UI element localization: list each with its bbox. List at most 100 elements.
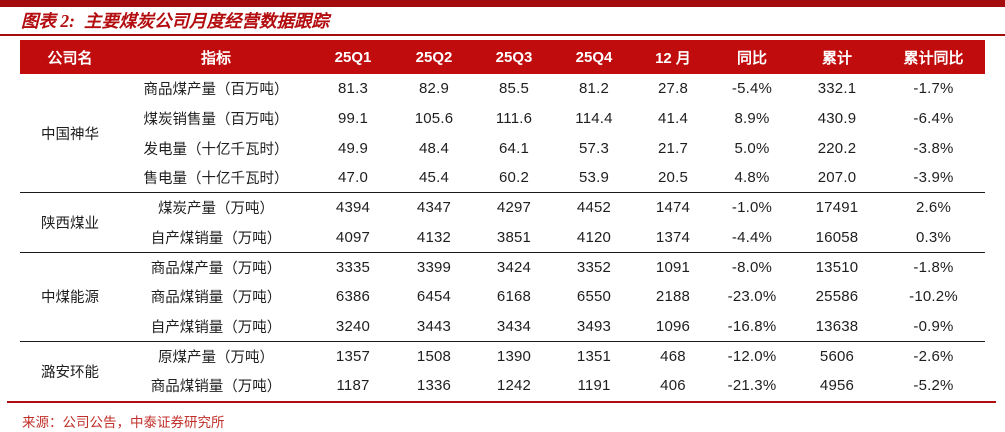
value-cell: 27.8 [658,80,688,98]
value-cell: 21.7 [658,139,688,157]
indicator-cell: 原煤产量（万吨） [158,349,274,366]
column-header-9: 累计同比 [882,40,985,74]
value-cell: 45.4 [419,169,449,187]
value-cell: 99.1 [338,110,368,128]
value-cell: -5.4% [731,80,773,98]
value-cell: 4097 [335,228,371,246]
company-cell: 中国神华 [41,126,99,143]
value-cell: -16.8% [727,317,777,335]
table-row: 商品煤销量（万吨） 1187 1336 1242 1191 406 -21.3% 4956 -5… [20,371,985,401]
value-cell: -1.8% [913,258,954,276]
value-cell: 4.8% [734,169,770,187]
indicator-cell: 发电量（十亿千瓦时） [143,141,289,158]
value-cell: 4394 [335,199,371,217]
column-header-0: 公司名 [20,40,120,74]
value-cell: -12.0% [727,347,777,365]
indicator-cell: 商品煤销量（万吨） [150,379,282,396]
value-cell: 3493 [576,317,612,335]
value-cell: -21.3% [727,377,777,395]
value-cell: -3.9% [913,169,954,187]
value-cell: 5.0% [734,139,770,157]
column-header-5: 25Q4 [554,40,634,74]
value-cell: 4452 [576,199,612,217]
indicator-cell: 商品煤产量（百万吨） [143,82,289,99]
value-cell: 105.6 [414,110,454,128]
table-row: 中煤能源 商品煤产量（万吨） 3335 3399 3424 3352 1091 -8.0% 13… [20,252,985,306]
indicator-cell: 煤炭销售量（百万吨） [143,112,289,129]
value-cell: -6.4% [913,110,954,128]
value-cell: 20.5 [658,169,688,187]
value-cell: -0.9% [913,317,954,335]
value-cell: 85.5 [499,80,529,98]
value-cell: -3.8% [913,139,954,157]
value-cell: 49.9 [338,139,368,157]
value-cell: 1474 [655,199,691,217]
value-cell: 64.1 [499,139,529,157]
value-cell: -10.2% [909,288,958,306]
table-row: 自产煤销量（万吨） 3240 3443 3434 3493 1096 -16.8% 13638… [20,312,985,342]
column-header-8: 累计 [792,40,882,74]
table-row: 商品煤销量（万吨） 6386 6454 6168 6550 2188 -23.0% 25586… [20,282,985,312]
value-cell: 3399 [416,258,452,276]
figure-title: 主要煤炭公司月度经营数据跟踪 [83,11,329,31]
value-cell: 6454 [416,288,452,306]
column-header-2: 25Q1 [312,40,394,74]
value-cell: 207.0 [817,169,857,187]
value-cell: 13638 [815,317,859,335]
value-cell: 114.4 [575,110,613,128]
indicator-cell: 售电量（十亿千瓦时） [143,171,289,188]
table-row: 潞安环能 原煤产量（万吨） 1357 1508 1390 1351 468 -12.0% 560… [20,341,985,381]
table-row: 自产煤销量（万吨） 4097 4132 3851 4120 1374 -4.4% 16058 0… [20,222,985,252]
company-group: 陕西煤业 煤炭产量（万吨） 4394 4347 4297 4452 1474 -1.0% 174… [20,192,985,252]
column-header-7: 同比 [712,40,792,74]
table-header-row: 公司名 指标 25Q1 25Q2 25Q3 25Q4 12 月同比 累计 累计同比 [20,40,985,74]
value-cell: -1.0% [731,199,773,217]
value-cell: 468 [660,347,686,365]
value-cell: 81.2 [579,80,609,98]
coal-companies-table: 公司名 指标 25Q1 25Q2 25Q3 25Q4 12 月同比 累计 累计同比 中国神华商品… [20,40,985,401]
value-cell: 13510 [815,258,859,276]
company-cell: 陕西煤业 [41,215,99,232]
column-header-1: 指标 [120,40,312,74]
value-cell: 57.3 [579,139,609,157]
value-cell: 16058 [815,228,859,246]
company-cell: 潞安环能 [41,364,99,381]
value-cell: 1357 [335,347,371,365]
value-cell: -1.7% [913,80,954,98]
value-cell: 4297 [496,199,532,217]
value-cell: 111.6 [495,110,533,128]
value-cell: 332.1 [817,80,857,98]
table-row: 陕西煤业 煤炭产量（万吨） 4394 4347 4297 4452 1474 -1.0% 174… [20,193,985,232]
value-cell: 53.9 [579,169,609,187]
source-note: 来源：公司公告，中泰证券研究所 [22,414,225,430]
value-cell: 2.6% [916,199,951,217]
value-cell: 8.9% [734,110,770,128]
value-cell: 82.9 [419,80,449,98]
value-cell: 60.2 [499,169,529,187]
value-cell: 48.4 [419,139,449,157]
value-cell: 4347 [416,199,452,217]
value-cell: 1336 [416,377,452,395]
value-cell: 3434 [496,317,532,335]
indicator-cell: 自产煤销量（万吨） [150,230,282,247]
value-cell: 4120 [576,228,612,246]
indicator-cell: 商品煤销量（万吨） [150,290,282,307]
value-cell: 6168 [496,288,532,306]
value-cell: 406 [660,377,686,395]
value-cell: 1191 [577,377,611,395]
table-row: 售电量（十亿千瓦时） 47.0 45.4 60.2 53.9 20.5 4.8% 207.0 -… [20,163,985,193]
value-cell: 5606 [819,347,855,365]
value-cell: 0.3% [916,228,951,246]
value-cell: 1390 [496,347,532,365]
value-cell: -8.0% [731,258,773,276]
value-cell: 3851 [496,228,532,246]
value-cell: -23.0% [727,288,777,306]
value-cell: 3240 [335,317,371,335]
value-cell: 1351 [576,347,612,365]
value-cell: 220.2 [817,139,857,157]
value-cell: -5.2% [913,377,954,395]
value-cell: -4.4% [731,228,773,246]
table-bottom-rule [7,400,996,403]
column-header-6: 12 月 [634,40,712,74]
